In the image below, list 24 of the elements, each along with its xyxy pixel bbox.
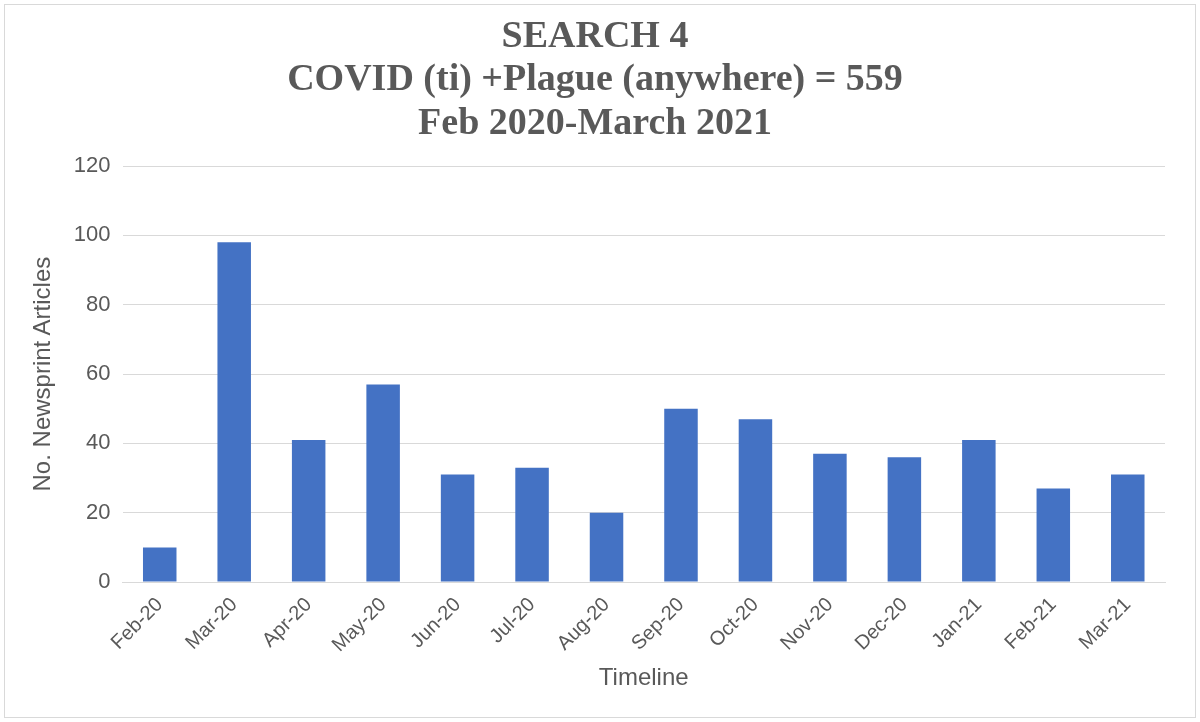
bar — [515, 467, 549, 582]
chart-title: SEARCH 4 COVID (ti) +Plague (anywhere) = 559 Feb 2020-March 2021 — [287, 12, 903, 143]
bar — [217, 242, 251, 582]
y-tick-label: 20 — [86, 498, 111, 524]
y-tick-label: 80 — [86, 290, 111, 316]
y-tick-label: 120 — [73, 152, 111, 178]
y-axis-title: No. Newsprint Articles — [28, 256, 56, 492]
bar — [1111, 474, 1145, 582]
bar — [589, 512, 624, 582]
bar — [440, 474, 475, 582]
y-tick-label: 100 — [73, 221, 111, 247]
bar — [962, 439, 996, 582]
bar — [142, 547, 177, 582]
bar — [738, 419, 773, 582]
bar — [887, 457, 922, 582]
bar — [291, 439, 326, 582]
x-axis-title: Timeline — [598, 663, 689, 691]
bar — [664, 408, 698, 582]
bar — [366, 384, 400, 582]
y-tick-label: 0 — [98, 568, 111, 594]
y-tick-label: 60 — [86, 360, 111, 386]
y-tick-label: 40 — [86, 429, 111, 455]
bar — [1036, 488, 1071, 582]
bar — [813, 453, 847, 582]
